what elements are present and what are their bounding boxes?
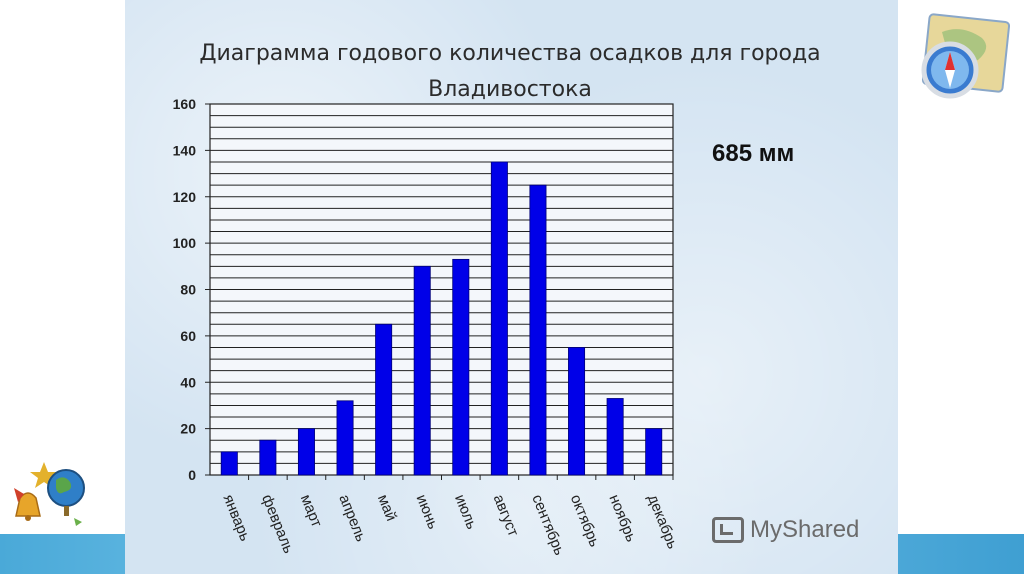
x-tick-label: июнь xyxy=(412,492,441,532)
bar xyxy=(336,400,354,476)
x-tick-label: май xyxy=(374,492,400,523)
x-tick-label: апрель xyxy=(335,492,369,544)
y-tick-label: 120 xyxy=(173,189,197,205)
watermark-text: MyShared xyxy=(750,516,860,543)
y-tick-label: 40 xyxy=(180,374,196,390)
y-tick-label: 140 xyxy=(173,142,197,158)
bar xyxy=(490,161,508,476)
bar xyxy=(529,184,547,476)
bar xyxy=(413,265,431,476)
y-tick-label: 60 xyxy=(180,328,196,344)
x-tick-label: август xyxy=(490,492,522,539)
chart-title-line-2: Владивостока xyxy=(428,77,592,102)
y-tick-label: 100 xyxy=(173,235,197,251)
y-tick-label: 20 xyxy=(180,421,196,437)
bar xyxy=(568,347,586,476)
bar xyxy=(259,439,277,476)
x-tick-label: октябрь xyxy=(567,492,603,549)
bar xyxy=(606,398,624,476)
total-precipitation-label: 685 мм xyxy=(712,140,795,167)
y-tick-label: 0 xyxy=(188,467,196,483)
x-tick-label: сентябрь xyxy=(528,492,568,558)
bar xyxy=(297,428,315,476)
y-tick-label: 160 xyxy=(173,96,197,112)
myshared-watermark: MyShared xyxy=(712,516,859,544)
x-tick-label: декабрь xyxy=(644,492,681,551)
x-tick-label: февраль xyxy=(258,492,297,556)
bar xyxy=(645,428,663,476)
x-tick-label: июль xyxy=(451,492,480,532)
bar xyxy=(452,258,470,476)
y-tick-label: 80 xyxy=(180,282,196,298)
x-tick-label: март xyxy=(297,492,325,530)
x-tick-label: январь xyxy=(220,492,254,544)
chart-title: Диаграмма годового количества осадков дл… xyxy=(130,36,890,108)
chart-title-line-1: Диаграмма годового количества осадков дл… xyxy=(199,41,821,66)
map-compass-icon[interactable] xyxy=(912,12,1010,102)
x-tick-label: ноябрь xyxy=(605,492,639,544)
bar xyxy=(220,451,238,476)
globe-bell-icon xyxy=(14,462,85,526)
bar xyxy=(375,323,393,476)
myshared-logo-icon xyxy=(712,517,744,543)
